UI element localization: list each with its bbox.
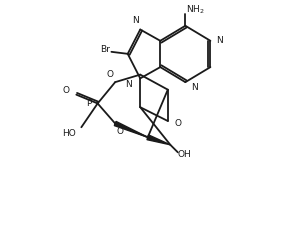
Text: P: P xyxy=(86,99,91,108)
Text: N: N xyxy=(191,83,197,92)
Polygon shape xyxy=(114,121,148,137)
Polygon shape xyxy=(147,135,170,145)
Text: N: N xyxy=(132,16,139,25)
Text: N: N xyxy=(126,80,132,89)
Text: O: O xyxy=(117,127,124,136)
Text: NH$_2$: NH$_2$ xyxy=(186,3,205,16)
Text: O: O xyxy=(63,86,70,96)
Text: N: N xyxy=(216,36,223,45)
Text: HO: HO xyxy=(62,129,76,138)
Text: O: O xyxy=(107,70,114,79)
Text: O: O xyxy=(174,119,181,128)
Text: Br: Br xyxy=(100,45,110,54)
Text: OH: OH xyxy=(177,150,191,159)
